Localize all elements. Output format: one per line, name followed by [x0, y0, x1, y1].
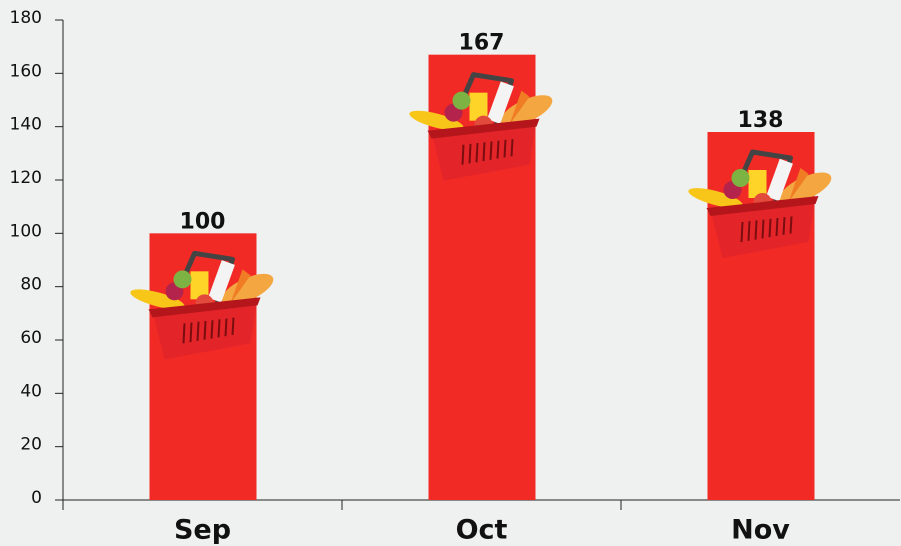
greens: [174, 270, 192, 288]
y-tick-label: 60: [20, 328, 42, 348]
basket-slot: [470, 144, 471, 164]
basket-slot: [505, 140, 506, 158]
y-tick-label: 120: [10, 168, 42, 188]
basket-slot: [226, 319, 227, 337]
greens: [453, 92, 471, 110]
basket-slot: [784, 217, 785, 235]
x-tick-label: Sep: [174, 515, 231, 546]
basket-slot: [219, 319, 220, 337]
y-tick-label: 100: [10, 221, 42, 241]
greens: [732, 169, 750, 187]
basket-slot: [749, 221, 750, 241]
basket-slot: [205, 321, 206, 340]
value-label: 167: [459, 31, 505, 56]
basket-slot: [477, 143, 478, 162]
x-tick-label: Nov: [731, 515, 790, 546]
value-label: 100: [180, 209, 226, 234]
basket-slot: [763, 220, 764, 239]
basket-slot: [777, 218, 778, 236]
basket-slot: [742, 222, 743, 242]
basket-slot: [756, 220, 757, 239]
basket-slot: [770, 219, 771, 237]
basket-slot: [184, 323, 185, 343]
basket-slot: [233, 318, 234, 335]
y-tick-label: 20: [20, 435, 42, 455]
basket-slot: [491, 141, 492, 159]
basket-slot: [512, 139, 513, 156]
basket-slot: [463, 145, 464, 165]
basket-slot: [498, 141, 499, 159]
x-tick-label: Oct: [456, 515, 508, 546]
basket-slot: [198, 322, 199, 341]
y-tick-label: 0: [31, 488, 42, 508]
y-tick-label: 80: [20, 275, 42, 295]
value-label: 138: [738, 108, 784, 133]
chart: 0 20 40 60 80 100 120 140 160 180 100 Sep 167 Oct 138 N…: [0, 0, 901, 546]
basket-slot: [212, 320, 213, 338]
y-tick-label: 180: [10, 8, 42, 28]
basket-slot: [191, 323, 192, 343]
y-tick-label: 160: [10, 61, 42, 81]
page: {"chart_data": {"type": "bar", "categori…: [0, 0, 901, 546]
y-tick-label: 140: [10, 115, 42, 135]
basket-slot: [484, 142, 485, 161]
basket-slot: [791, 216, 792, 233]
y-tick-label: 40: [20, 381, 42, 401]
